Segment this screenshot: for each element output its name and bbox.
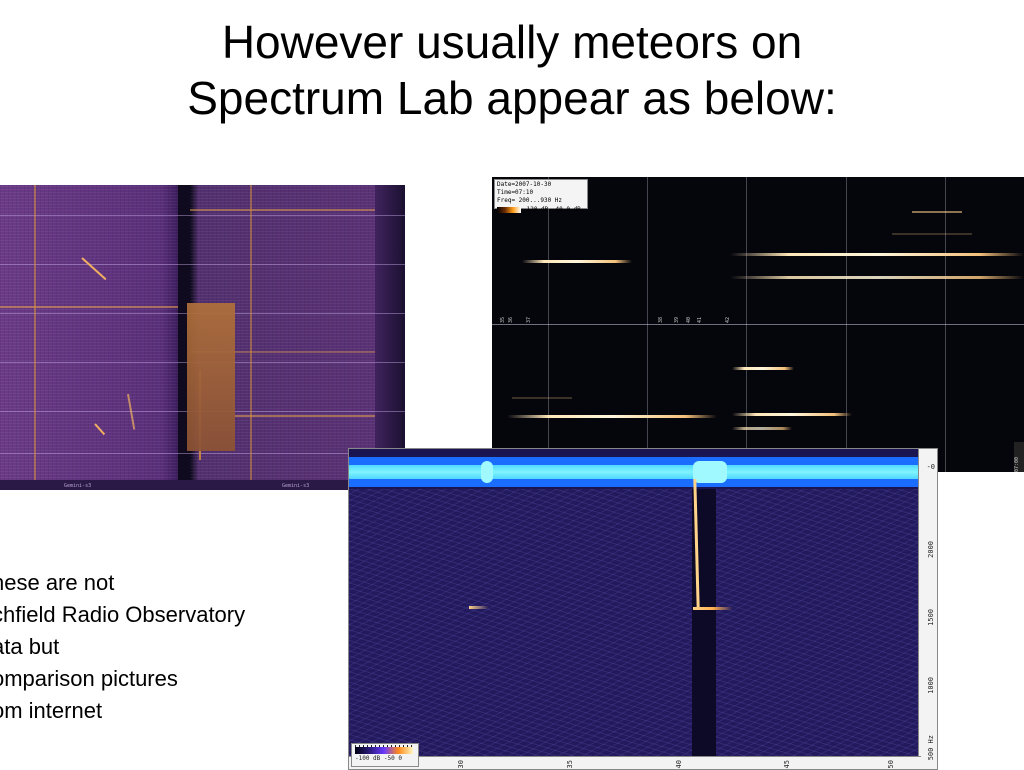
bottom-label-bar: Gemini-s3 Gemini-s3 <box>0 480 405 490</box>
time-tick-label: 38 <box>658 317 664 324</box>
grid-line <box>0 264 405 265</box>
header-date-time: Date=2007-10-30 Time=07:10 <box>497 181 552 196</box>
slide-title-line-1: However usually meteors on <box>221 16 803 68</box>
colorbar-label: -120 dB -40.0 dB <box>523 206 581 213</box>
meteor-trace <box>522 260 632 263</box>
time-tick-label: 36 <box>508 317 514 324</box>
meteor-trace <box>730 253 1024 256</box>
dark-right-edge <box>375 185 405 490</box>
dark-spectrogram-image: Date=2007-10-30 Time=07:10 Freq= 200...9… <box>492 177 1024 472</box>
meteor-horizontal-trail <box>693 607 733 610</box>
caption-line: chfield Radio Observatory <box>0 602 246 627</box>
meteor-trace <box>0 306 178 308</box>
caption-line: hese are not <box>0 570 115 595</box>
time-tick-label: 35 <box>566 759 574 768</box>
time-tick-label: 41 <box>697 317 703 324</box>
frequency-tick-label: 1000 <box>927 677 935 694</box>
grid-line <box>0 453 405 454</box>
meteor-trace <box>732 367 794 370</box>
colorbar <box>497 207 521 213</box>
time-tick-label: 45 <box>783 759 791 768</box>
frequency-axis: -0 2000 1500 1000 500 Hz <box>918 449 937 769</box>
purple-spectrogram-image: Gemini-s3 Gemini-s3 <box>0 185 405 490</box>
colorbar <box>355 747 413 754</box>
waveform-strip <box>349 457 921 487</box>
waveform-spike <box>693 461 727 483</box>
colorbar-legend: -100 dB -50 0 <box>351 743 419 767</box>
colorbar-label: -100 dB -50 0 <box>355 755 402 762</box>
colorbar-ticks <box>355 745 413 747</box>
time-tick-label: 37 <box>526 317 532 324</box>
colorbar-row: -120 dB -40.0 dB <box>497 206 585 214</box>
caption-note: hese are not chfield Radio Observatory a… <box>0 567 245 727</box>
meteor-trace <box>507 415 717 418</box>
spectrogram-header-box: Date=2007-10-30 Time=07:10 Freq= 200...9… <box>494 179 588 213</box>
bright-block <box>187 303 235 451</box>
bottom-label: Gemini-s3 <box>64 483 92 489</box>
meteor-trace <box>190 209 375 211</box>
meteor-trace <box>732 427 792 430</box>
meteor-trace <box>732 413 852 416</box>
time-tick-label: 39 <box>674 317 680 324</box>
faint-trace <box>892 233 972 235</box>
time-axis: 30 35 40 45 50 <box>349 756 921 769</box>
time-tick-label: 30 <box>457 759 465 768</box>
caption-line: omparison pictures <box>0 666 178 691</box>
time-tick-label: 40 <box>686 317 692 324</box>
meteor-trace <box>190 351 375 353</box>
time-tick-label: 50 <box>887 759 895 768</box>
zero-label: -0 <box>926 463 935 471</box>
grid-line <box>492 324 1024 325</box>
meteor-blip <box>469 606 489 609</box>
caption-line: om internet <box>0 698 103 723</box>
meteor-trace <box>250 185 252 490</box>
caption-line: ata but <box>0 634 60 659</box>
time-tick-label: 42 <box>725 317 731 324</box>
faint-trace <box>912 211 962 213</box>
slide-title-line-2: Spectrum Lab appear as below: <box>187 72 837 124</box>
waveform-band <box>349 465 921 479</box>
bottom-label: Gemini-s3 <box>282 483 310 489</box>
header-frequency: Freq= 200...930 Hz <box>497 197 563 204</box>
slide-title: However usually meteors on Spectrum Lab … <box>0 14 1024 126</box>
faint-trace <box>512 397 572 399</box>
meteor-trace <box>34 185 36 490</box>
spectrogram-area <box>349 489 921 761</box>
grid-line <box>0 215 405 216</box>
meteor-trace <box>235 415 375 417</box>
frequency-tick-label: 2000 <box>927 541 935 558</box>
frequency-tick-label: 1500 <box>927 609 935 626</box>
time-tick-label: 40 <box>675 759 683 768</box>
frequency-tick-label: 500 Hz <box>927 735 935 761</box>
side-time-label: 07:00 <box>1014 442 1024 472</box>
meteor-trace <box>730 276 1024 279</box>
waveform-spike <box>481 461 493 483</box>
time-tick-label: 35 <box>500 317 506 324</box>
blue-spectrogram-image: -0 2000 1500 1000 500 Hz 30 35 40 45 50 … <box>348 448 938 770</box>
